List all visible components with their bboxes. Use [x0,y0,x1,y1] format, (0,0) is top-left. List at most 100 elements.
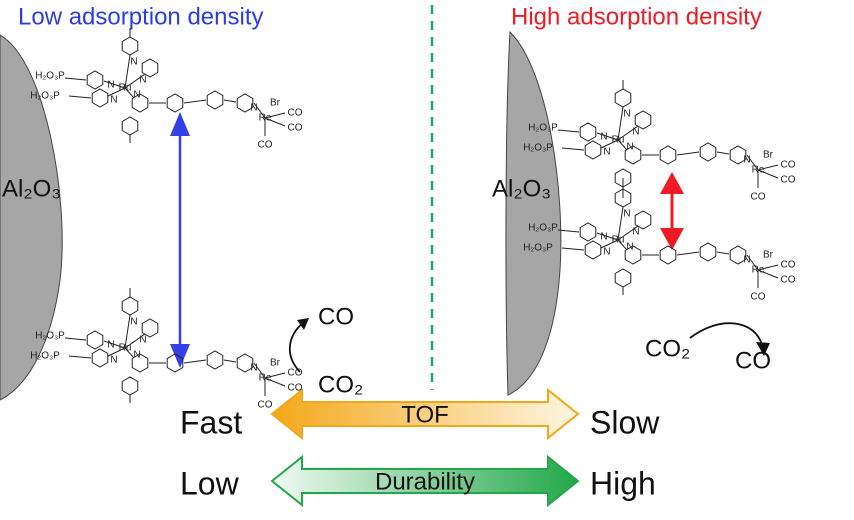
atom-label: CO [258,140,273,151]
bond [264,112,286,119]
ring [206,350,224,370]
atom-label: N [133,90,140,101]
bond [124,87,135,99]
bond [617,239,628,251]
tof-right: Slow [590,404,660,440]
bond [600,239,619,249]
ring [236,93,254,113]
bond [264,117,286,127]
atom-label: H₂O₃P [35,331,65,342]
durability-left: Low [180,465,240,501]
ring [584,240,602,260]
bond [617,206,624,241]
surface-label: Al₂O₃ [2,175,61,202]
tof-left: Fast [180,404,242,440]
ring [634,210,652,230]
atom-label: N [133,350,140,361]
reaction-arrowhead [756,342,770,356]
bond [757,264,779,271]
bond [183,99,207,104]
surface-left [0,34,63,401]
ring [729,245,747,265]
distance-arrow-long [170,112,190,368]
bond [68,355,92,359]
bond [107,347,126,357]
bond [757,269,779,279]
bond [757,164,779,171]
bond [103,80,126,89]
atom-label: N [139,75,146,86]
atom-label: N [130,57,137,68]
ring [659,245,677,265]
atom-label: CO [781,160,796,171]
reaction-arrow [288,321,305,373]
bond [676,251,700,256]
ring [579,222,597,242]
ring [634,110,652,130]
bond [617,106,624,141]
bond [746,254,759,271]
atom-label: CO [288,108,303,119]
bond [124,73,146,89]
atom-label: CO [288,123,303,134]
atom-label: N [632,127,639,138]
atom-label: Br [763,150,774,161]
atom-label: N [623,209,630,220]
bond [124,333,146,349]
bond [223,99,237,103]
atom-label: Br [763,250,774,261]
atom-label: Re [752,165,765,176]
ring [131,353,149,373]
atom-label: N [250,363,257,374]
ring [141,58,159,78]
atom-label: N [130,317,137,328]
atom-label: Br [270,358,281,369]
atom-label: CO [288,383,303,394]
bond [617,139,628,151]
atom-label: CO [781,260,796,271]
bond [676,151,700,156]
bond [124,54,131,89]
reaction-arrow [689,322,763,346]
ring [141,318,159,338]
atom-label: N [632,227,639,238]
ring [699,242,717,262]
bond [716,251,730,255]
atom-label: Re [259,373,272,384]
product: CO [318,303,354,330]
atom-label: CO [781,175,796,186]
atom-label: CO [781,275,796,286]
ring [659,145,677,165]
atom-label: Re [752,265,765,276]
bond [253,362,266,379]
distance-arrow-short [660,172,684,250]
bond [183,359,207,364]
atom-label: H₂O₃P [30,351,60,362]
bond [64,337,87,341]
ring [166,353,184,373]
bond [561,147,585,151]
atom-label: N [743,255,750,266]
atom-label: N [110,355,117,366]
bond [561,247,585,251]
durability-right: High [590,465,656,501]
ring [206,90,224,110]
bond [103,340,126,349]
bond [124,314,131,349]
reaction-arrowhead [297,318,309,330]
bond [68,95,92,99]
atom-label: N [626,142,633,153]
title-low: Low adsorption density [18,3,263,30]
bond [617,225,639,241]
ring [91,348,109,368]
ring [579,122,597,142]
bond [617,125,639,141]
atom-label: CO [751,292,766,303]
ring [699,142,717,162]
